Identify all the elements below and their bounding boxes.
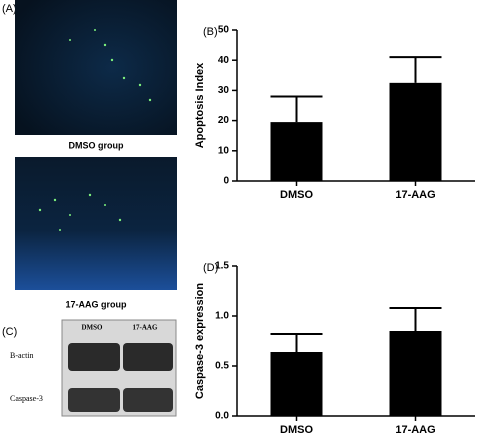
x-tick-label: DMSO — [280, 189, 313, 201]
x-tick-label: 17-AAG — [395, 424, 435, 435]
fluorescence-dots — [69, 29, 152, 102]
x-tick-label: DMSO — [280, 424, 313, 435]
y-tick-label: 20 — [218, 115, 230, 126]
image-caption: 17-AAG group — [65, 299, 127, 309]
panel-label: (C) — [2, 326, 17, 338]
bar — [270, 352, 323, 416]
bar — [389, 82, 442, 181]
blot-band — [123, 388, 173, 412]
y-tick-label: 1.5 — [215, 261, 229, 272]
micrograph — [15, 0, 177, 135]
x-tick-label: 17-AAG — [395, 189, 435, 201]
panel-label: (D) — [203, 262, 218, 274]
blot-band — [123, 343, 173, 371]
bar — [270, 122, 323, 181]
y-tick-label: 30 — [218, 85, 230, 96]
y-tick-label: 0.5 — [215, 361, 229, 372]
image-caption: DMSO group — [69, 140, 124, 150]
blot-column: 17-AAG — [133, 324, 158, 332]
blot-column: DMSO — [82, 324, 104, 332]
y-tick-label: 0 — [223, 176, 229, 187]
y-tick-label: 40 — [218, 55, 230, 66]
fluorescence-dots — [38, 193, 122, 231]
blot-row: Caspase-3 — [10, 394, 43, 403]
bar — [389, 331, 442, 416]
y-tick-label: 0.0 — [215, 411, 229, 422]
micrograph — [15, 157, 177, 290]
panel-label: (A) — [2, 3, 17, 15]
blot-band — [68, 343, 120, 371]
blot-band — [68, 388, 120, 412]
y-tick-label: 10 — [218, 145, 230, 156]
panel-label: (B) — [203, 26, 218, 38]
y-axis-label: Apoptosis Index — [194, 62, 206, 148]
y-tick-label: 50 — [218, 25, 230, 36]
y-axis-label: Caspase-3 expression — [194, 283, 206, 399]
blot-row: B-actin — [10, 351, 34, 360]
y-tick-label: 1.0 — [215, 311, 229, 322]
